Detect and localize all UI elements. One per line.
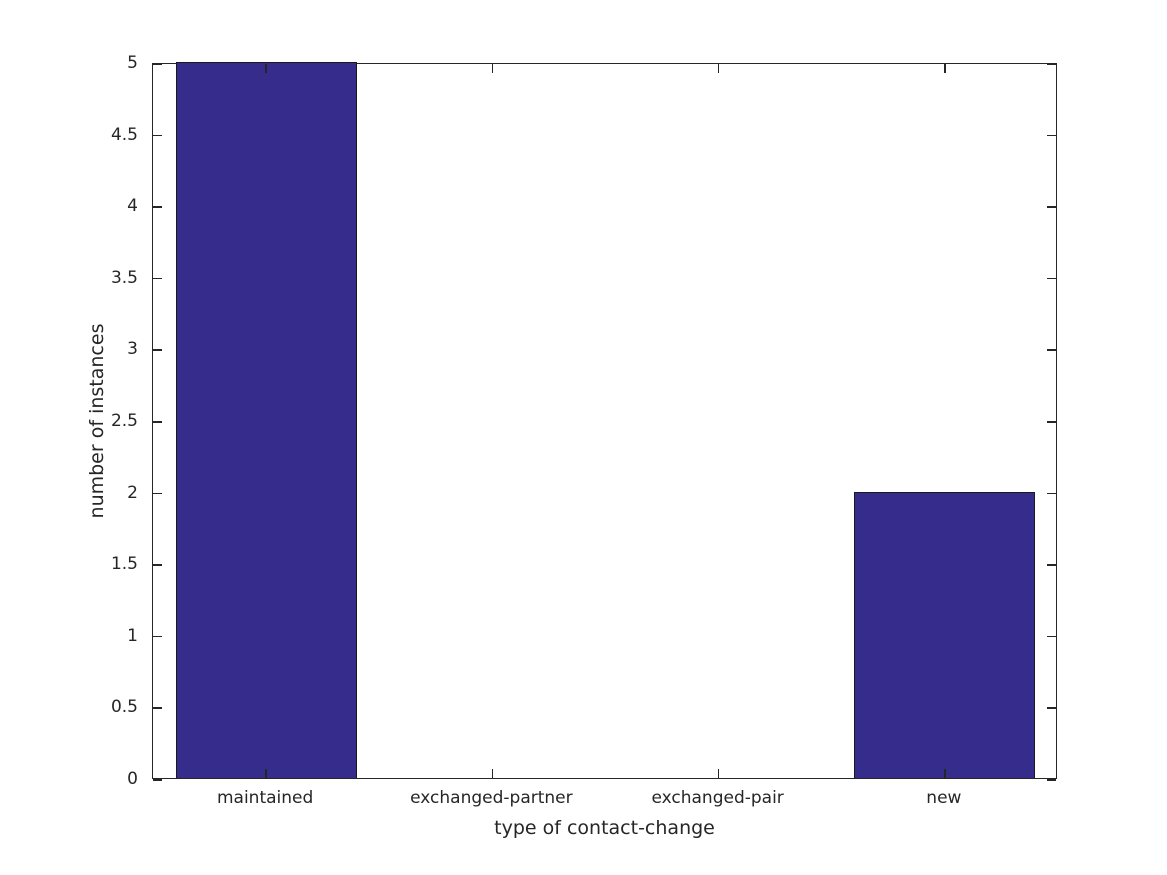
- y-axis-tick-left: [153, 63, 162, 65]
- y-tick-label: 2: [127, 482, 138, 503]
- y-axis-tick-right: [1047, 349, 1056, 351]
- plot-area: [152, 62, 1057, 781]
- bar-maintained: [175, 62, 357, 778]
- y-axis-tick-left: [153, 707, 162, 709]
- y-tick-label: 3.5: [110, 267, 138, 288]
- x-tick-label-exchanged-pair: exchanged-pair: [651, 788, 784, 808]
- x-axis-tick-top: [491, 64, 494, 73]
- x-axis-tick-top: [717, 64, 720, 73]
- y-axis-tick-left: [153, 492, 162, 495]
- y-tick-label: 2.5: [110, 411, 138, 431]
- x-axis-label: type of contact-change: [494, 817, 715, 839]
- y-tick-label: 1: [127, 625, 138, 646]
- x-axis-tick-bottom: [944, 769, 946, 778]
- y-tick-label: 5: [127, 53, 138, 73]
- y-axis-tick-left: [153, 349, 162, 351]
- x-tick-label-new: new: [926, 788, 962, 808]
- x-axis-tick-top: [944, 64, 946, 73]
- y-axis-tick-left: [153, 635, 162, 638]
- y-axis-tick-left: [153, 277, 162, 280]
- y-axis-tick-right: [1047, 421, 1056, 423]
- y-tick-label: 4.5: [110, 124, 138, 145]
- y-tick-label: 4: [127, 196, 138, 217]
- y-axis-tick-right: [1047, 63, 1056, 65]
- y-tick-label: 1.5: [110, 554, 138, 575]
- bar-new: [854, 491, 1036, 778]
- y-axis-tick-right: [1047, 564, 1056, 566]
- y-axis-tick-right: [1047, 779, 1056, 781]
- y-axis-tick-right: [1047, 707, 1056, 709]
- y-axis-tick-left: [153, 421, 162, 423]
- y-axis-tick-right: [1047, 134, 1056, 137]
- y-tick-label: 0.5: [110, 697, 138, 718]
- x-axis-tick-bottom: [717, 769, 720, 778]
- y-axis-tick-left: [153, 206, 162, 208]
- y-axis-tick-left: [153, 779, 162, 781]
- x-axis-tick-top: [265, 64, 267, 73]
- y-tick-label: 0: [127, 769, 138, 789]
- y-axis-tick-left: [153, 564, 162, 566]
- x-tick-label-exchanged-partner: exchanged-partner: [410, 788, 573, 808]
- y-axis-tick-right: [1047, 206, 1056, 208]
- x-axis-tick-bottom: [265, 769, 267, 778]
- y-axis-tick-right: [1047, 277, 1056, 280]
- y-axis-tick-right: [1047, 492, 1056, 495]
- x-tick-label-maintained: maintained: [216, 788, 314, 808]
- y-axis-tick-left: [153, 134, 162, 137]
- x-axis-tick-bottom: [491, 769, 494, 778]
- y-axis-tick-right: [1047, 635, 1056, 638]
- y-tick-label: 3: [127, 339, 138, 360]
